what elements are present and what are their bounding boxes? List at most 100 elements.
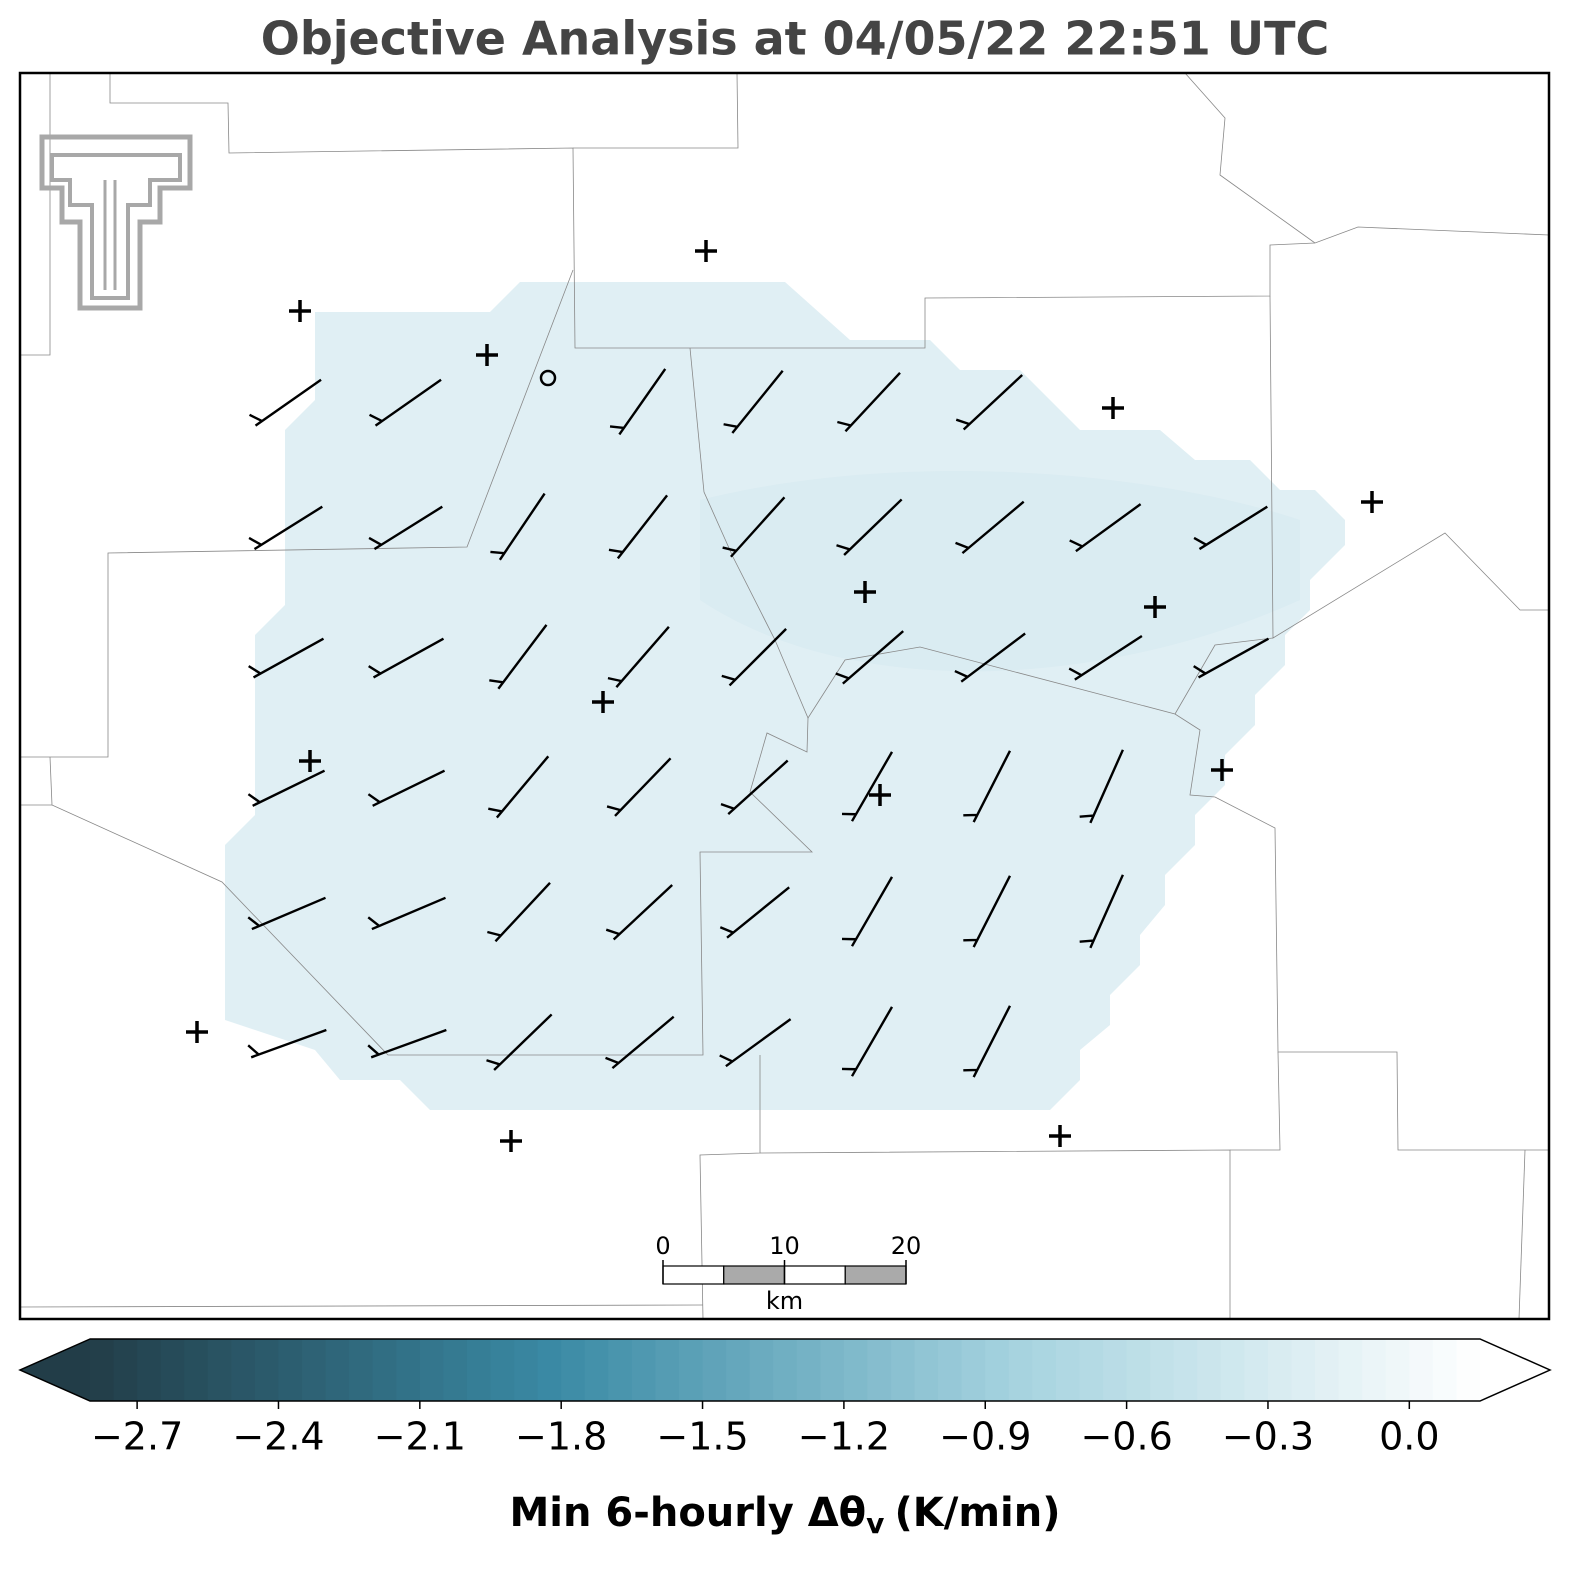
wind-barb [247,769,326,807]
colorbar-band [1173,1339,1198,1401]
stations [186,240,1383,1152]
station-marker [1102,397,1124,419]
wind-barb [719,1018,792,1068]
station-marker [592,691,614,713]
scale-tick-label: 0 [655,1232,670,1260]
colorbar-band [678,1339,704,1401]
wind-barb [248,637,325,679]
colorbar-band [349,1339,374,1401]
colorbar-band [254,1339,279,1401]
wind-barb [963,1005,1012,1078]
colorbar-band [1220,1339,1245,1401]
station-marker [186,1021,208,1043]
colorbar-band [1244,1339,1269,1401]
wind-barb [963,875,1012,948]
wind-barb [247,896,326,931]
colorbar-band [867,1339,892,1401]
wind-barb [247,1028,327,1059]
wind-barb [1193,637,1270,679]
colorbar-band [1338,1339,1363,1401]
wind-barb [367,896,446,931]
wind-barb [1079,749,1124,824]
wind-barbs [247,368,1270,1078]
colorbar-band [1197,1339,1222,1401]
colorbar-band [160,1339,185,1401]
wind-barb [488,755,550,819]
colorbar-extend-low [20,1339,90,1401]
wind-barb [954,632,1026,683]
colorbar-band [1008,1339,1033,1401]
scale-bar: 0 10 20 km [655,1232,921,1315]
analysis-shading [700,471,1300,672]
colorbar-tick-label: −2.7 [91,1415,183,1459]
wind-barb [248,378,322,427]
station-marker [1211,759,1233,781]
wind-barb [368,505,443,551]
colorbar-band [419,1339,444,1401]
wind-barb [720,759,789,815]
map-frame [18,71,1551,1321]
colorbar-tick-label: −0.9 [939,1415,1031,1459]
colorbar-tick-label: −1.5 [656,1415,748,1459]
wind-barb [605,1015,675,1070]
colorbar-band [1432,1339,1457,1401]
wind-barb [719,886,790,939]
colorbar-band [702,1339,727,1401]
scale-tick-label: 20 [891,1232,922,1260]
colorbar-band [372,1339,397,1401]
station-marker [869,784,891,806]
scale-segment [662,1265,725,1285]
station-marker [1144,596,1166,618]
station-marker [1049,1125,1071,1147]
wind-barb [1079,874,1124,949]
colorbar-label-main: Min 6-hourly Δθ [510,1490,867,1536]
wind-barb [486,1013,553,1071]
station-marker [289,300,311,322]
colorbar-band [1079,1339,1104,1401]
wind-barb [608,494,669,560]
wind-barb [723,370,784,434]
colorbar-band [1032,1339,1057,1401]
colorbar-band [1267,1339,1293,1401]
colorbar-band [985,1339,1010,1401]
colorbar-band [396,1339,421,1401]
colorbar-band [1409,1339,1434,1401]
wind-barb [606,757,672,817]
colorbar-band [443,1339,468,1401]
colorbar-tick-label: −2.1 [374,1415,466,1459]
colorbar-label-subscript: v [866,1507,884,1540]
scale-unit: km [766,1287,803,1315]
logo [39,134,193,311]
colorbar-band [278,1339,303,1401]
colorbar-band [1291,1339,1316,1401]
colorbar-label-units: (K/min) [894,1490,1060,1536]
wind-barb [721,628,787,687]
colorbar-label: Min 6-hourly Δθv (K/min) [510,1490,1061,1540]
colorbar-band [1385,1339,1410,1401]
colorbar-band [490,1339,515,1401]
colorbar-band [466,1339,492,1401]
colorbar-band [561,1339,586,1401]
scale-segment [844,1265,907,1285]
wind-barb [722,496,786,558]
station-marker [299,750,321,772]
wind-barb [490,492,546,561]
colorbar-tick-label: −0.3 [1222,1415,1314,1459]
wind-barb [955,500,1025,555]
wind-barb [605,884,673,941]
station-marker [1361,491,1383,513]
wind-barb [836,498,903,556]
colorbar-band [843,1339,868,1401]
wind-barb [841,876,894,947]
station-marker [695,240,717,262]
wind-barb [368,637,445,679]
scale-segment [723,1265,786,1285]
station-marker [854,581,876,603]
colorbar-band [891,1339,916,1401]
colorbar-band [113,1339,138,1401]
wind-barb [955,374,1023,431]
colorbar-band [938,1339,963,1401]
colorbar-band [820,1339,845,1401]
